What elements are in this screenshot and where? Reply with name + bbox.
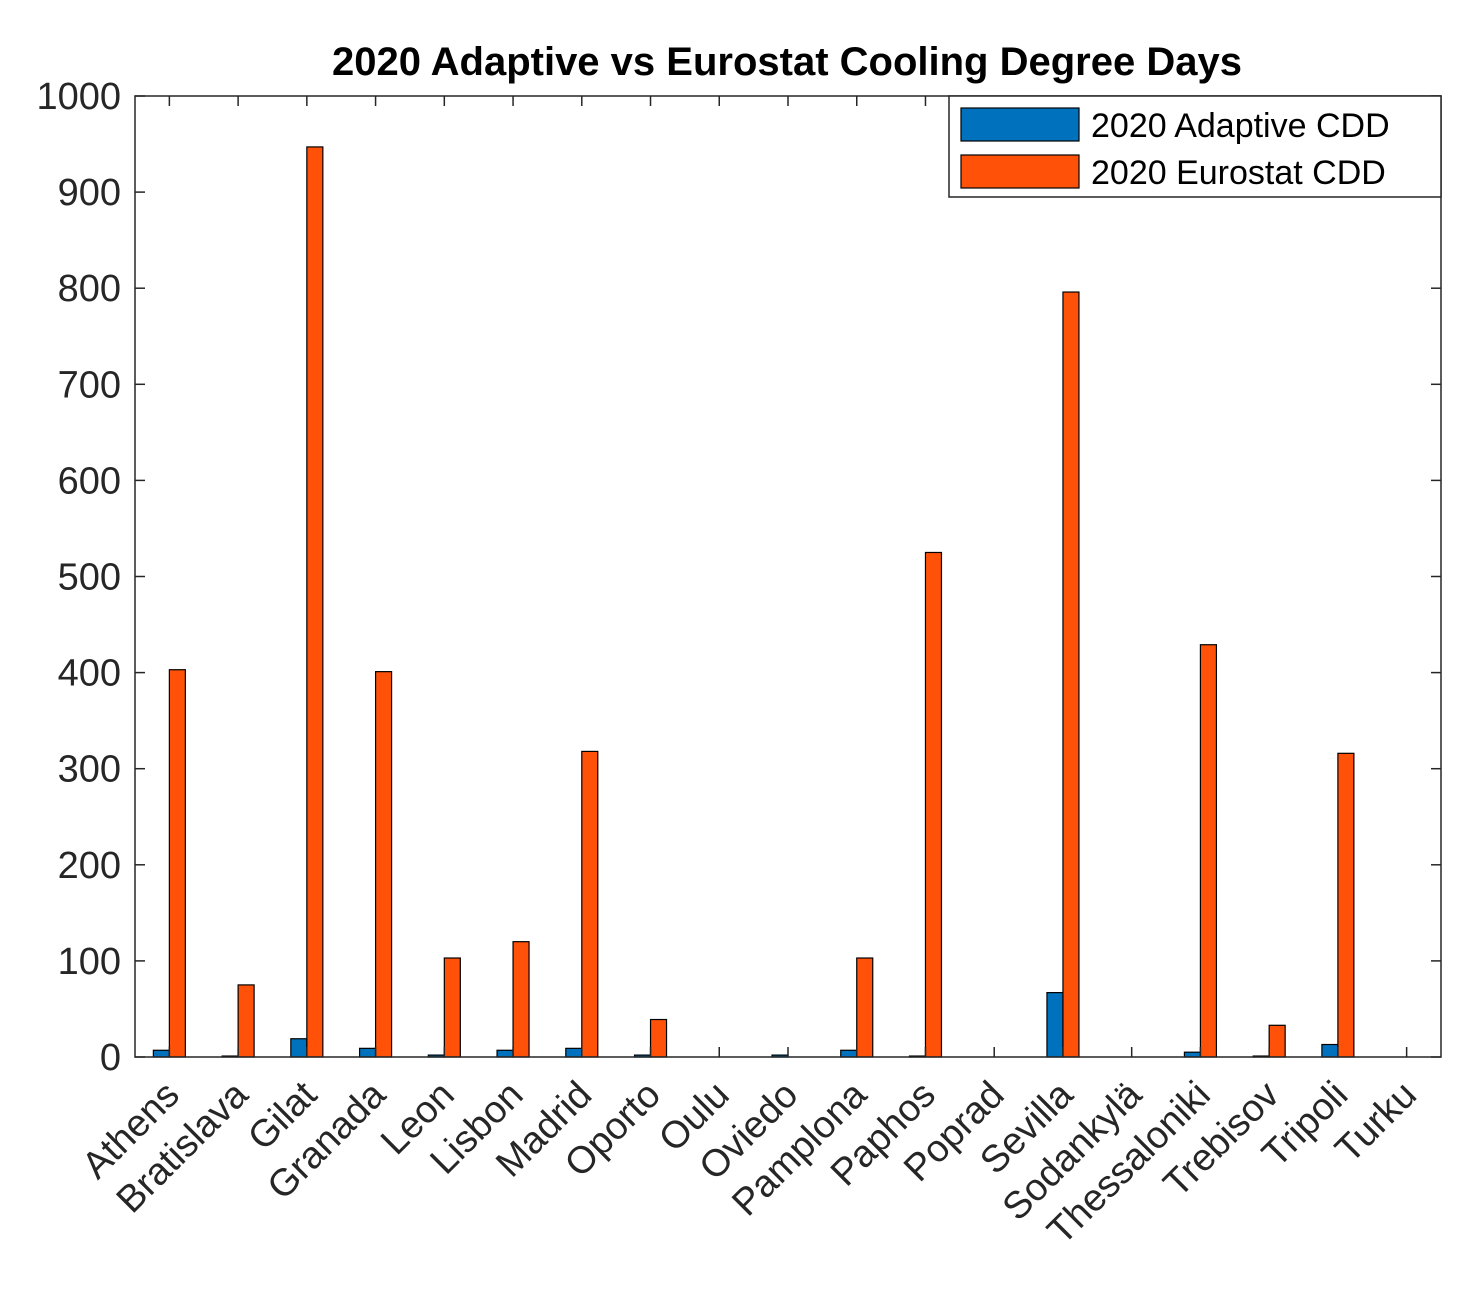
bar-eurostat-13 <box>1062 291 1080 1058</box>
y-tick-label-10: 1000 <box>36 76 121 118</box>
bar-adaptive-13 <box>1046 992 1064 1058</box>
y-tick-label-4: 400 <box>58 653 121 695</box>
legend: 2020 Adaptive CDD 2020 Eurostat CDD <box>948 95 1442 198</box>
x-tick-label-18: Turku <box>1328 1074 1425 1171</box>
y-tick-label-3: 300 <box>58 749 121 791</box>
bar-eurostat-11 <box>924 551 943 1058</box>
y-tick-label-7: 700 <box>58 364 121 406</box>
axes: 01002003004005006007008009001000AthensBr… <box>36 76 1442 1253</box>
bar-eurostat-0 <box>168 669 186 1058</box>
bar-adaptive-5 <box>496 1049 514 1058</box>
bar-eurostat-10 <box>856 957 874 1058</box>
bar-eurostat-2 <box>306 146 324 1058</box>
bar-adaptive-10 <box>840 1049 858 1058</box>
bar-eurostat-7 <box>649 1018 668 1058</box>
bar-adaptive-6 <box>565 1047 583 1058</box>
bar-adaptive-0 <box>152 1049 170 1058</box>
chart-title: 2020 Adaptive vs Eurostat Cooling Degree… <box>332 40 1242 84</box>
legend-swatch-adaptive <box>960 107 1080 142</box>
y-tick-label-1: 100 <box>58 941 121 983</box>
y-tick-label-2: 200 <box>58 845 121 887</box>
legend-label-adaptive: 2020 Adaptive CDD <box>1091 107 1390 145</box>
bar-eurostat-6 <box>581 750 599 1058</box>
bar-eurostat-5 <box>512 941 530 1058</box>
bar-adaptive-3 <box>358 1047 377 1058</box>
bar-eurostat-3 <box>374 671 393 1058</box>
y-tick-label-6: 600 <box>58 460 121 502</box>
bar-eurostat-4 <box>443 957 461 1058</box>
plot-box <box>134 95 1442 1058</box>
bar-eurostat-15 <box>1199 644 1218 1058</box>
y-tick-label-5: 500 <box>58 557 121 599</box>
bar-eurostat-16 <box>1268 1024 1286 1058</box>
legend-swatch-eurostat <box>960 154 1080 189</box>
bar-adaptive-2 <box>290 1038 308 1058</box>
bar-eurostat-17 <box>1337 752 1355 1058</box>
y-tick-label-9: 900 <box>58 172 121 214</box>
bar-adaptive-17 <box>1321 1043 1339 1058</box>
bars <box>152 146 1355 1058</box>
bar-eurostat-1 <box>237 984 255 1058</box>
y-tick-label-0: 0 <box>100 1037 121 1079</box>
legend-label-eurostat: 2020 Eurostat CDD <box>1091 154 1386 192</box>
y-tick-label-8: 800 <box>58 268 121 310</box>
